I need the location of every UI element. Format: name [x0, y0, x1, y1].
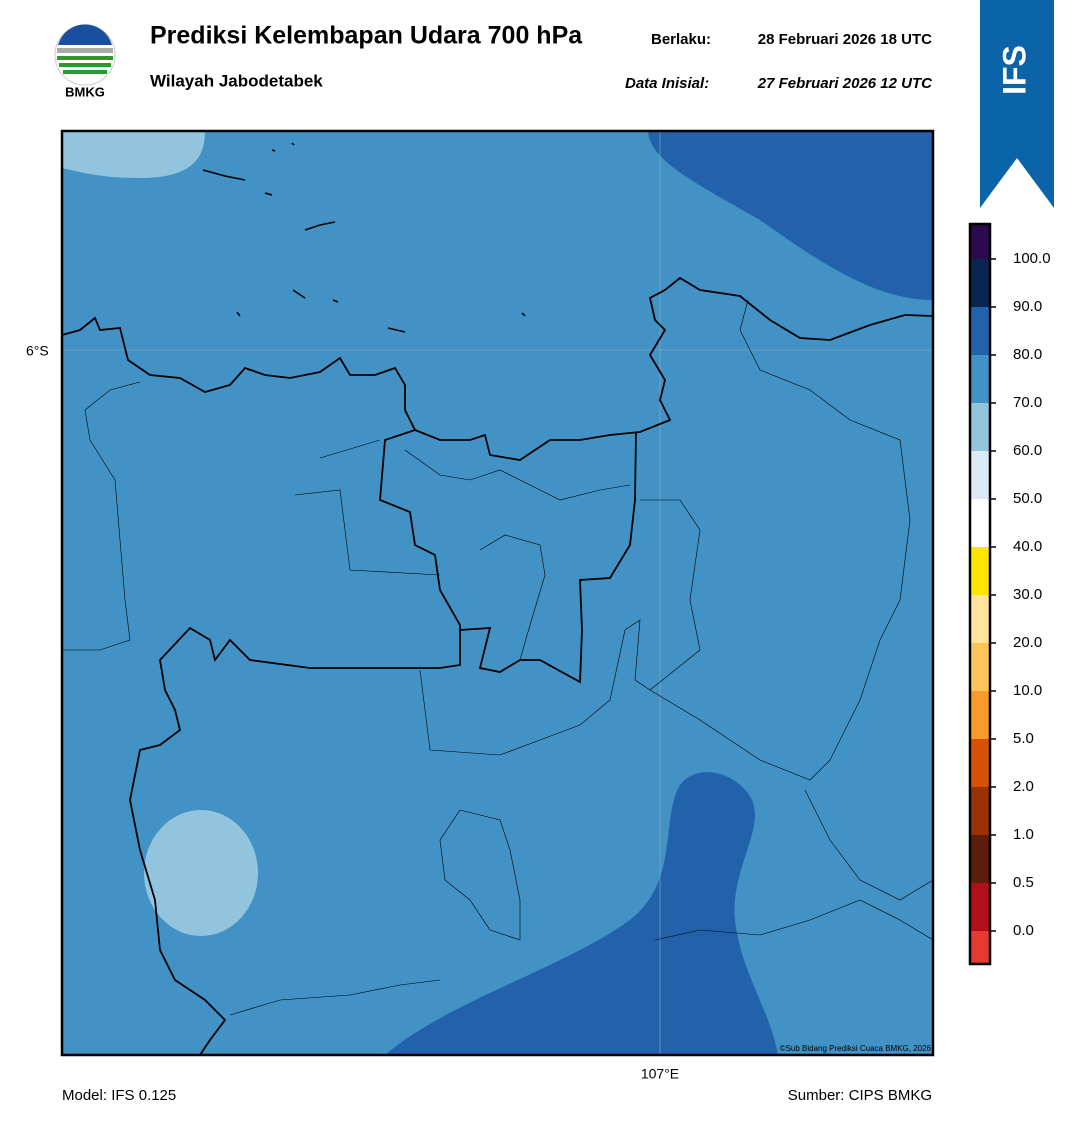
colorbar-segment [970, 355, 990, 403]
valid-time: 28 Februari 2026 18 UTC [758, 31, 932, 48]
colorbar-segment [970, 259, 990, 307]
credit: ©Sub Bidang Prediksi Cuaca BMKG, 2026 [780, 1044, 932, 1053]
colorbar-segment [970, 451, 990, 499]
colorbar-segment [970, 547, 990, 595]
colorbar-label: 0.0 [1013, 922, 1034, 939]
colorbar-label: 60.0 [1013, 442, 1042, 459]
colorbar-segment [970, 307, 990, 355]
logo: BMKG [54, 24, 116, 99]
colorbar-segment [970, 499, 990, 547]
colorbar-segment [970, 931, 990, 964]
colorbar-label: 100.0 [1013, 250, 1051, 267]
colorbar-segment [970, 883, 990, 931]
map [60, 129, 935, 1057]
colorbar-segment [970, 595, 990, 643]
banner-text: IFS [996, 45, 1032, 95]
colorbar-segment [970, 403, 990, 451]
colorbar-segment [970, 224, 990, 259]
init-time: 27 Februari 2026 12 UTC [757, 75, 933, 92]
colorbar-label: 80.0 [1013, 346, 1042, 363]
colorbar-label: 2.0 [1013, 778, 1034, 795]
lon-label: 107°E [641, 1066, 679, 1082]
footer-source: Sumber: CIPS BMKG [788, 1087, 932, 1104]
colorbar-label: 40.0 [1013, 538, 1042, 555]
colorbar-label: 50.0 [1013, 490, 1042, 507]
colorbar: 100.0 90.0 80.0 70.0 60.0 50.0 40.0 30.0 20.0 10.… [968, 222, 1051, 966]
colorbar-label: 90.0 [1013, 298, 1042, 315]
colorbar-label: 10.0 [1013, 682, 1042, 699]
colorbar-segment [970, 787, 990, 835]
colorbar-label: 30.0 [1013, 586, 1042, 603]
colorbar-segment [970, 643, 990, 691]
colorbar-label: 1.0 [1013, 826, 1034, 843]
lat-label: 6°S [26, 343, 49, 359]
subtitle: Wilayah Jabodetabek [150, 71, 323, 90]
colorbar-label: 0.5 [1013, 874, 1034, 891]
colorbar-label: 5.0 [1013, 730, 1034, 747]
banner [980, 0, 1054, 208]
title: Prediksi Kelembapan Udara 700 hPa [150, 22, 583, 50]
logo-text: BMKG [65, 84, 105, 99]
colorbar-label: 20.0 [1013, 634, 1042, 651]
colorbar-frame [968, 222, 992, 966]
colorbar-segment [970, 835, 990, 883]
footer-model: Model: IFS 0.125 [62, 1087, 176, 1104]
colorbar-segment [970, 691, 990, 739]
colorbar-label: 70.0 [1013, 394, 1042, 411]
valid-label: Berlaku: [651, 31, 711, 48]
colorbar-segment [970, 739, 990, 787]
init-label: Data Inisial: [625, 75, 709, 92]
